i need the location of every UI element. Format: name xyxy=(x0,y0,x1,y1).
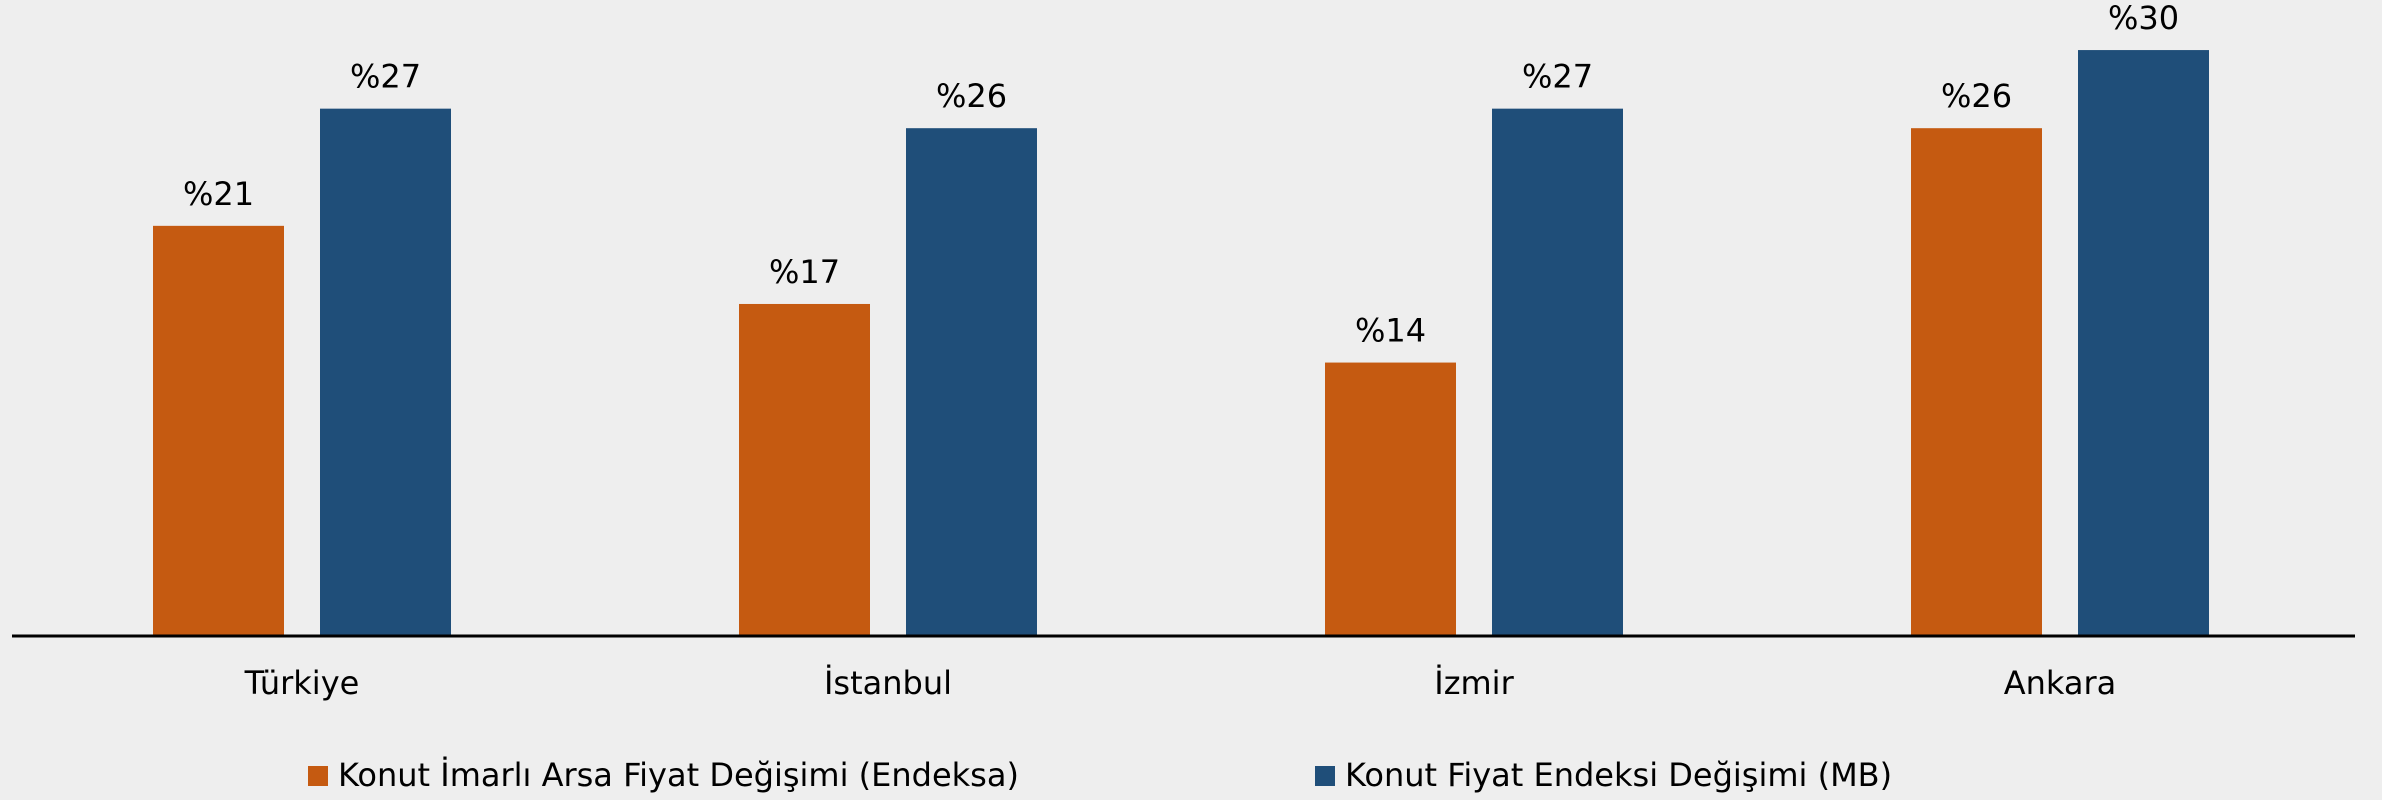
value-label: %14 xyxy=(1355,312,1426,350)
x-tick-label: İzmir xyxy=(1434,664,1514,702)
bar xyxy=(1911,128,2042,636)
value-label: %26 xyxy=(936,77,1007,115)
value-label: %17 xyxy=(769,253,840,291)
value-label: %30 xyxy=(2108,0,2179,37)
bar xyxy=(906,128,1037,636)
x-tick-label: İstanbul xyxy=(824,664,952,702)
value-label: %27 xyxy=(1522,58,1593,96)
bar xyxy=(2078,50,2209,636)
x-tick-label: Ankara xyxy=(2004,664,2117,702)
bar xyxy=(739,303,870,636)
value-label: %27 xyxy=(350,58,421,96)
x-tick-label: Türkiye xyxy=(244,664,360,702)
bar xyxy=(1325,362,1456,636)
legend-swatch xyxy=(308,766,328,786)
legend-label: Konut Fiyat Endeksi Değişimi (MB) xyxy=(1345,756,1892,794)
bar xyxy=(153,225,284,636)
bar xyxy=(320,108,451,636)
value-label: %26 xyxy=(1941,77,2012,115)
legend-label: Konut İmarlı Arsa Fiyat Değişimi (Endeks… xyxy=(338,756,1019,794)
legend-swatch xyxy=(1315,766,1335,786)
value-label: %21 xyxy=(183,175,254,213)
bar xyxy=(1492,108,1623,636)
